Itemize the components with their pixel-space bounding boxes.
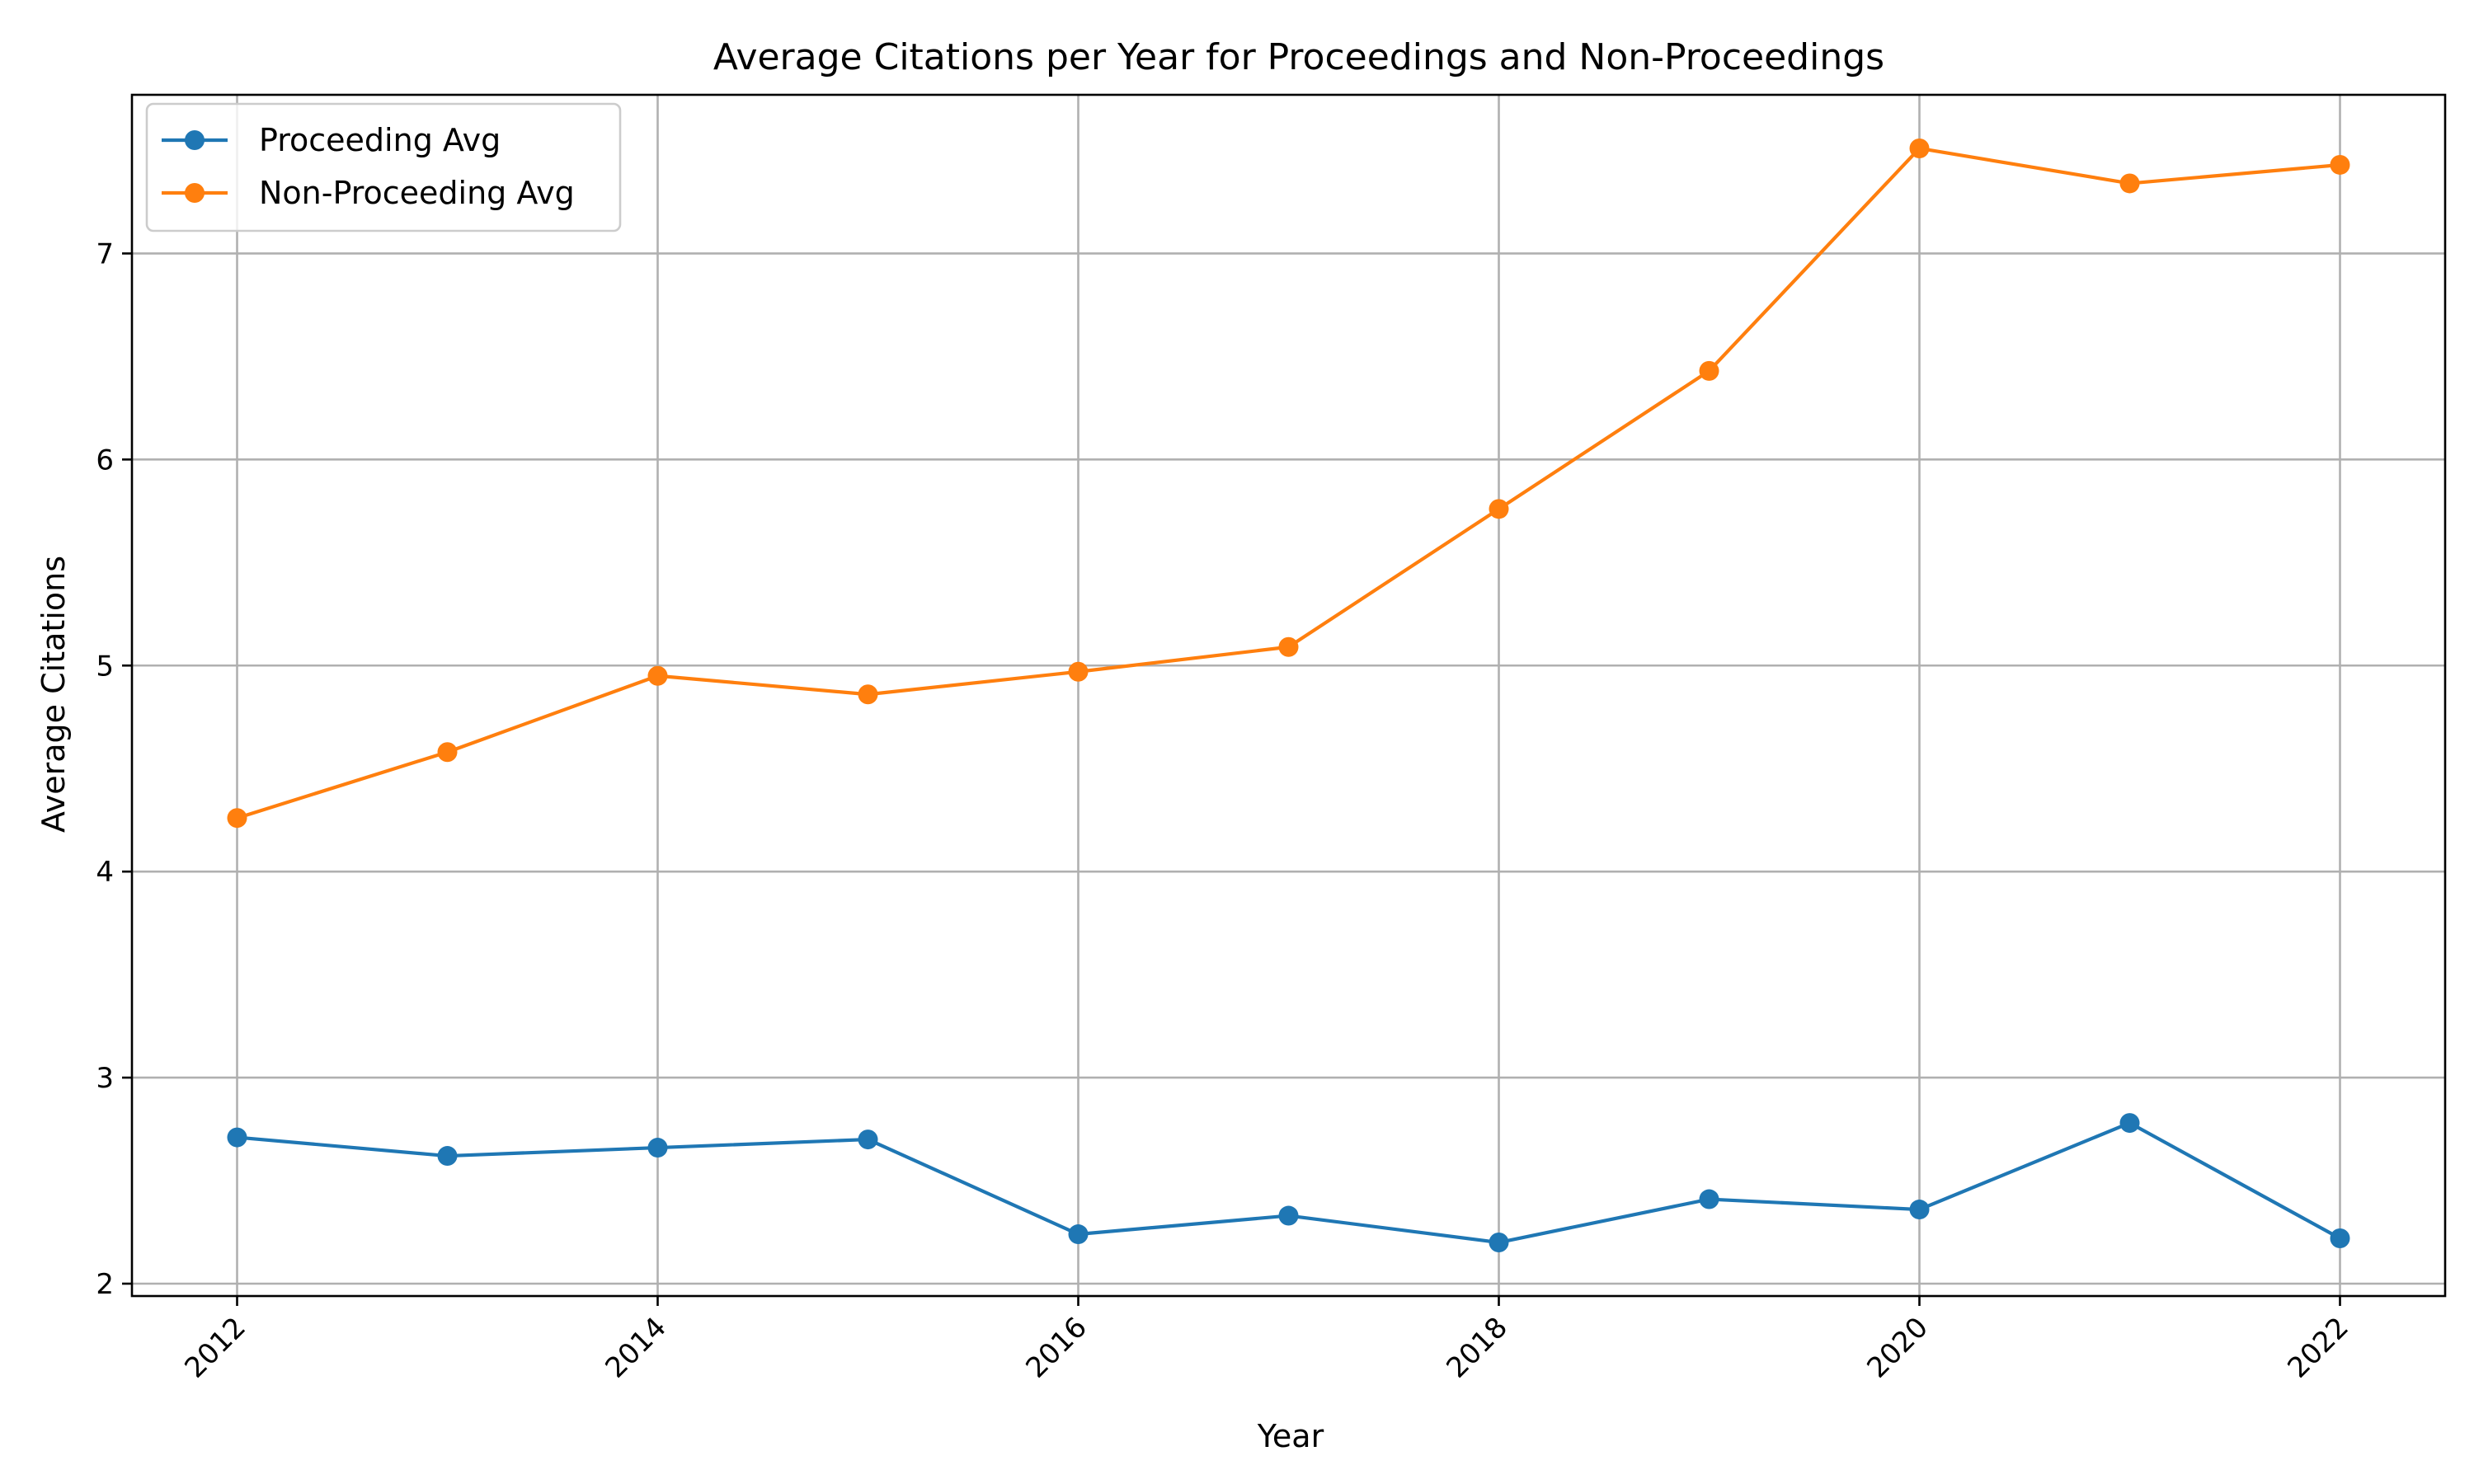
point-proceeding-avg-2020	[1909, 1200, 1930, 1220]
series-layer	[227, 138, 2350, 1253]
x-axis-label: Year	[1257, 1418, 1324, 1454]
point-non-proceeding-avg-2013	[437, 742, 458, 763]
point-proceeding-avg-2019	[1699, 1189, 1719, 1209]
legend-marker-proceeding	[185, 130, 205, 150]
point-proceeding-avg-2014	[647, 1138, 668, 1158]
point-proceeding-avg-2016	[1068, 1224, 1089, 1245]
point-non-proceeding-avg-2017	[1278, 636, 1299, 657]
point-proceeding-avg-2018	[1489, 1233, 1509, 1253]
point-non-proceeding-avg-2015	[858, 684, 878, 705]
point-proceeding-avg-2013	[437, 1146, 458, 1167]
point-proceeding-avg-2015	[858, 1129, 878, 1150]
plot-frame	[130, 93, 2447, 1298]
point-non-proceeding-avg-2016	[1068, 661, 1089, 682]
y-tick-label-4: 4	[96, 856, 114, 889]
point-non-proceeding-avg-2018	[1489, 499, 1509, 519]
grid	[132, 95, 2445, 1296]
point-proceeding-avg-2012	[227, 1127, 247, 1148]
point-proceeding-avg-2022	[2330, 1228, 2350, 1249]
legend-label-non-proceeding: Non-Proceeding Avg	[259, 175, 575, 211]
y-tick-label-7: 7	[96, 237, 114, 270]
legend-box	[145, 102, 622, 232]
y-tick-label-2: 2	[96, 1268, 114, 1301]
point-non-proceeding-avg-2012	[227, 808, 247, 829]
chart-title: Average Citations per Year for Proceedin…	[713, 36, 1884, 78]
point-non-proceeding-avg-2022	[2330, 154, 2350, 175]
point-proceeding-avg-2021	[2119, 1113, 2140, 1134]
y-axis-label: Average Citations	[35, 556, 72, 833]
legend-label-proceeding: Proceeding Avg	[259, 122, 501, 158]
point-proceeding-avg-2017	[1278, 1205, 1299, 1226]
legend: Proceeding Avg Non-Proceeding Avg	[145, 102, 622, 232]
y-tick-label-6: 6	[96, 444, 114, 477]
y-tick-label-5: 5	[96, 650, 114, 683]
point-non-proceeding-avg-2021	[2119, 173, 2140, 194]
point-non-proceeding-avg-2020	[1909, 138, 1930, 158]
y-tick-label-3: 3	[96, 1062, 114, 1095]
legend-marker-non-proceeding	[185, 183, 205, 203]
point-non-proceeding-avg-2019	[1699, 360, 1719, 381]
point-non-proceeding-avg-2014	[647, 665, 668, 686]
